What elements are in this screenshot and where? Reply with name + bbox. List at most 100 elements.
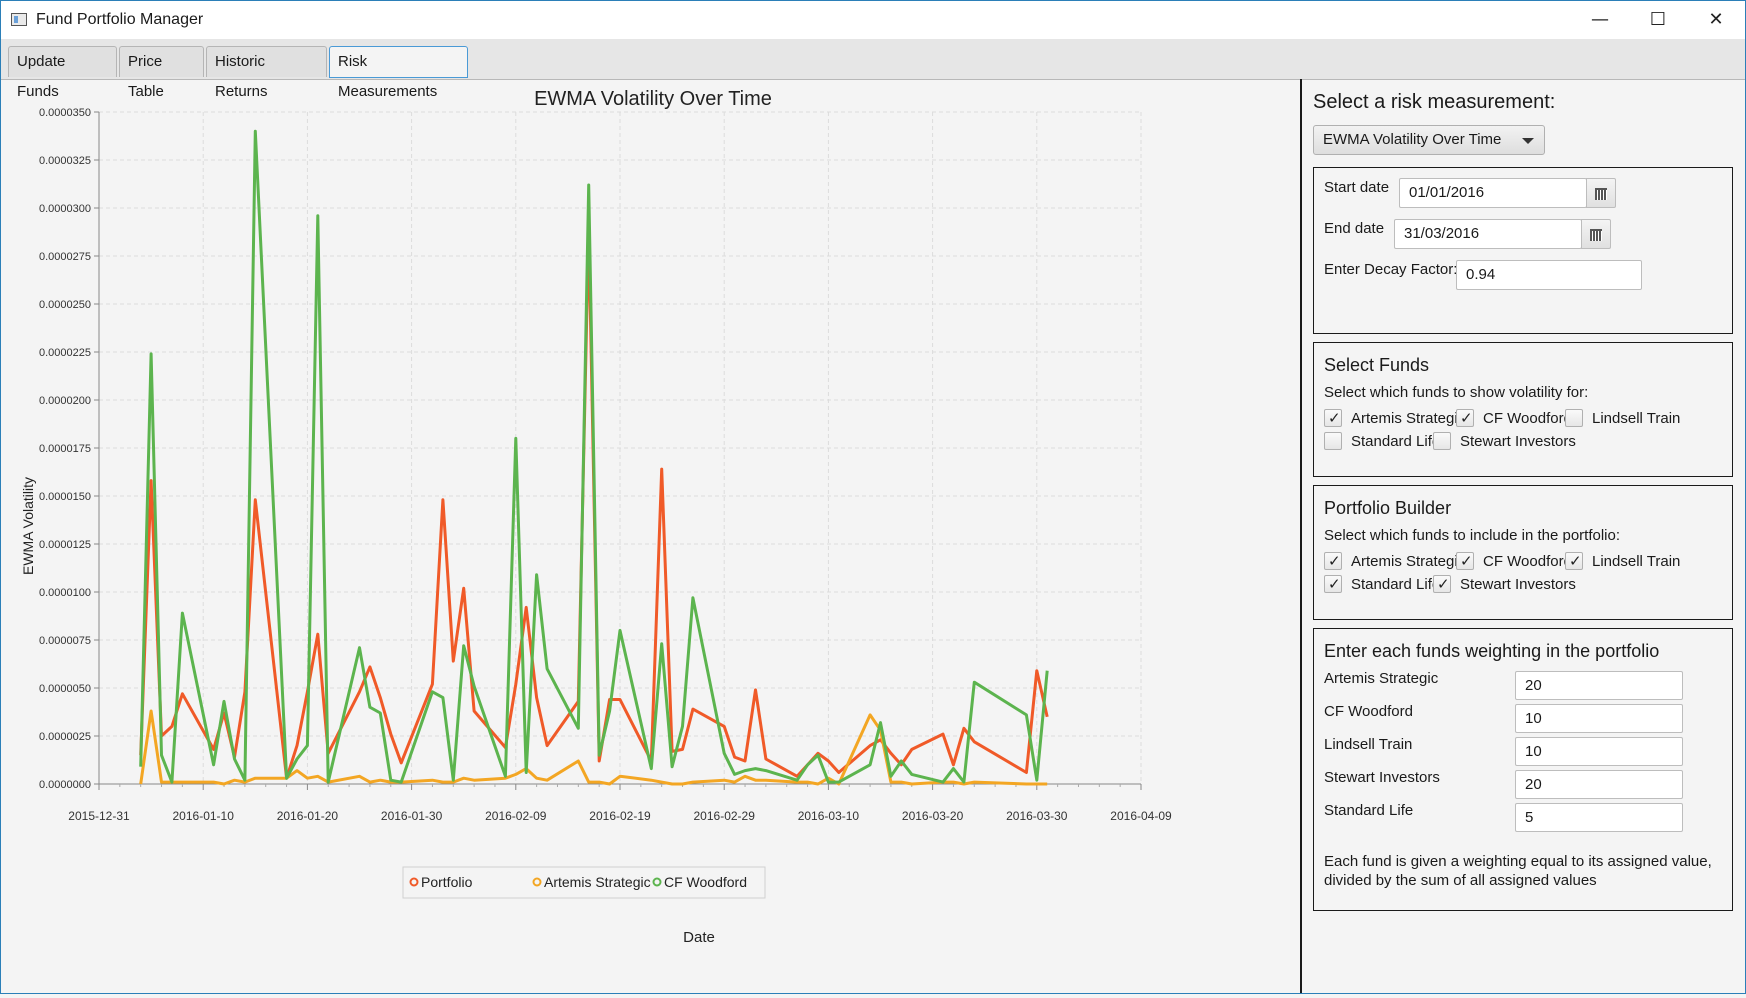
checkmark-icon: ✓ [1569,552,1582,570]
chart-area: 0.0000000 0.0000025 0.0000050 0.0000075 0.00… [3,79,1299,993]
end-date-field[interactable]: 31/03/2016 [1394,219,1582,249]
checkbox-box[interactable]: ✓ [1324,552,1342,570]
checkbox-label: CF Woodford [1483,553,1572,570]
start-date-field[interactable]: 01/01/2016 [1399,178,1587,208]
x-tick-label: 2016-03-10 [798,809,860,823]
x-tick-label: 2016-03-30 [1006,809,1068,823]
legend-label-artemis-strategic: Artemis Strategic [544,874,651,890]
x-tick-label: 2016-02-19 [589,809,651,823]
checkbox-label: Lindsell Train [1592,410,1681,427]
tab-risk-measurements[interactable]: Risk Measurements [329,46,468,100]
legend-box [402,866,766,899]
weight-input-artemis-strategic[interactable]: 20 [1515,671,1683,700]
portfolio-builder-heading: Portfolio Builder [1324,498,1452,518]
close-button[interactable]: ✕ [1708,9,1724,30]
checkbox-box[interactable]: ✓ [1456,552,1474,570]
checkbox-label: Stewart Investors [1460,433,1576,450]
x-tick-label: 2016-01-30 [381,809,443,823]
calendar-icon [1590,229,1602,241]
start-date-label: Start date [1324,179,1390,196]
chart-series [139,129,1049,786]
weight-label-artemis-strategic: Artemis Strategic [1324,670,1439,687]
weights-panel: Enter each funds weighting in the portfo… [1313,628,1733,911]
select-funds-prompt: Select which funds to show volatility fo… [1324,384,1589,401]
weight-input-cf-woodford[interactable]: 10 [1515,704,1683,733]
checkbox-box[interactable] [1324,432,1342,450]
y-tick-label: 0.0000075 [39,635,91,647]
end-date-label: End date [1324,220,1385,237]
y-tick-label: 0.0000200 [39,395,91,407]
risk-measurement-select[interactable]: EWMA Volatility Over Time [1313,125,1545,155]
select-funds-heading: Select Funds [1324,355,1430,375]
tab-update-funds[interactable]: Update Funds [8,46,117,100]
weight-label-standard-life: Standard Life [1324,802,1414,819]
tab-price-table[interactable]: Price Table [119,46,204,100]
minimize-button[interactable]: — [1591,9,1609,30]
panel-divider[interactable] [1300,79,1302,993]
checkmark-icon: ✓ [1460,409,1473,427]
date-panel: Start date 01/01/2016 End date 31/03/201… [1313,167,1733,334]
y-tick-label: 0.0000300 [39,203,91,215]
legend-marker-portfolio [409,877,419,887]
chart-title: EWMA Volatility Over Time [534,88,772,110]
checkbox-label: Stewart Investors [1460,576,1576,593]
checkbox-label: Standard Life [1351,576,1441,593]
risk-measurement-selected: EWMA Volatility Over Time [1323,131,1502,148]
weights-note-line1: Each fund is given a weighting equal to … [1324,853,1712,870]
checkbox-box[interactable]: ✓ [1324,409,1342,427]
checkbox-box[interactable] [1433,432,1451,450]
checkbox-label: Artemis Strategic [1351,553,1466,570]
y-tick-label: 0.0000275 [39,251,91,263]
weight-input-stewart-investors[interactable]: 20 [1515,770,1683,799]
weights-note: Each fund is given a weighting equal to … [1324,852,1724,890]
start-date-picker-button[interactable] [1586,178,1616,208]
legend-label-cf-woodford: CF Woodford [664,874,747,890]
x-tick-label: 2016-03-20 [902,809,964,823]
end-date-picker-button[interactable] [1581,219,1611,249]
x-tick-label: 2016-04-09 [1110,809,1172,823]
weight-label-stewart-investors: Stewart Investors [1324,769,1440,786]
y-tick-label: 0.0000175 [39,443,91,455]
weight-input-standard-life[interactable]: 5 [1515,803,1683,832]
title-bar[interactable]: Fund Portfolio Manager — ☐ ✕ [1,1,1745,39]
checkmark-icon: ✓ [1437,575,1450,593]
checkbox-box[interactable]: ✓ [1324,575,1342,593]
x-axis-label: Date [683,929,715,946]
decay-factor-label: Enter Decay Factor: [1324,261,1458,278]
checkbox-box[interactable]: ✓ [1456,409,1474,427]
maximize-button[interactable]: ☐ [1649,9,1667,30]
tab-bar: Update Funds Price Table Historic Return… [1,39,1745,100]
decay-factor-field[interactable]: 0.94 [1456,260,1642,290]
y-tick-label: 0.0000000 [39,779,91,791]
ewma-chart: 0.0000000 0.0000025 0.0000050 0.0000075 0.00… [20,88,1172,946]
legend-marker-cf-woodford [652,877,662,887]
x-tick-label: 2016-02-09 [485,809,547,823]
x-tick-label: 2015-12-31 [68,809,130,823]
y-tick-label: 0.0000225 [39,347,91,359]
calendar-icon [1595,188,1607,200]
checkbox-label: Lindsell Train [1592,553,1681,570]
checkbox-box[interactable] [1565,409,1583,427]
settings-sidebar: Select a risk measurement: EWMA Volatili… [1303,79,1743,993]
weights-note-line2: divided by the sum of all assigned value… [1324,872,1597,889]
checkmark-icon: ✓ [1328,409,1341,427]
legend-marker-artemis-strategic [532,877,542,887]
x-tick-label: 2016-01-10 [173,809,235,823]
portfolio-builder-prompt: Select which funds to include in the por… [1324,527,1621,544]
checkbox-label: Artemis Strategic [1351,410,1466,427]
checkmark-icon: ✓ [1328,575,1341,593]
portfolio-builder-panel: Portfolio Builder Select which funds to … [1313,485,1733,620]
x-tick-label: 2016-02-29 [694,809,756,823]
y-tick-label: 0.0000050 [39,683,91,695]
chart-grid [99,111,1142,784]
tab-historic-returns[interactable]: Historic Returns [206,46,327,100]
weights-heading: Enter each funds weighting in the portfo… [1324,641,1660,661]
checkbox-label: Standard Life [1351,433,1441,450]
checkbox-box[interactable]: ✓ [1433,575,1451,593]
weight-input-lindsell-train[interactable]: 10 [1515,737,1683,766]
weight-label-lindsell-train: Lindsell Train [1324,736,1413,753]
checkbox-box[interactable]: ✓ [1565,552,1583,570]
weight-label-cf-woodford: CF Woodford [1324,703,1413,720]
y-tick-label: 0.0000350 [39,107,91,119]
